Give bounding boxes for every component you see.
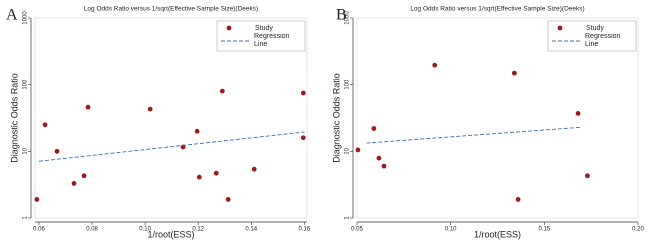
study-point [575,111,581,116]
study-point [219,88,225,94]
study-point [511,70,517,76]
x-axis-label: 1/root(ESS) [147,229,194,239]
study-point [355,147,361,153]
panel-label: B [336,7,347,24]
study-point [180,144,186,150]
y-tick-label: 100 [345,79,351,90]
study-point [42,122,48,128]
x-tick-label: 0.06 [33,227,45,233]
study-point [225,197,231,202]
study-point [300,135,306,141]
legend-text-box: Regression Line [254,33,290,48]
x-axis-label: 1/root(ESS) [474,229,521,239]
y-tick-label: 10 [23,147,29,154]
study-point [54,148,60,154]
legend-text: Regression Line [585,33,621,48]
legend-text: Study [586,25,604,32]
study-point [300,90,306,96]
study-point [194,128,200,134]
x-tick-label: 0.05 [351,227,363,233]
study-point [376,155,382,161]
x-tick-label: 0.14 [245,227,257,233]
chart-title: Log Odds Ratio versus 1/sqrt(Effective S… [410,6,584,13]
x-tick-label: 0.16 [299,227,311,233]
study-point [515,197,521,202]
y-tick-label: 1000 [23,11,29,25]
legend-marker [226,25,232,31]
study-point [371,126,377,131]
regression-line [366,126,582,144]
legend-text: Study [255,25,273,32]
panel-label: A [6,7,18,24]
y-tick-label: 1 [23,216,29,220]
study-point [71,181,77,186]
y-axis-label: Diagnostic Odds Ratio [9,73,19,163]
study-point [432,62,438,68]
y-tick-label: 1000 [345,11,351,25]
legend-text: Regression Line [254,33,290,48]
y-tick-label: 1 [345,216,351,220]
legend-box [547,20,637,52]
legend-box [216,20,306,52]
y-tick-label: 10 [345,147,351,154]
x-tick-label: 0.12 [192,227,204,233]
y-tick-label: 100 [23,79,29,90]
x-tick-label: 0.10 [445,227,457,233]
x-tick-label: 0.20 [632,227,644,233]
study-point [585,173,590,179]
x-tick-label: 0.08 [86,227,98,233]
study-point [34,197,40,202]
regression-line [38,131,305,162]
study-point [147,106,153,112]
study-point [81,173,87,179]
legend-marker [557,25,563,31]
study-point [251,166,257,172]
x-tick-label: 0.15 [538,227,550,233]
study-point [196,174,202,180]
x-tick-label: 0.10 [139,227,151,233]
plot-frame [34,17,308,219]
study-point [213,170,219,176]
plot-frame [356,17,639,219]
legend-text-box: Regression Line [585,33,621,48]
chart-title: Log Odds Ratio versus 1/sqrt(Effective S… [84,6,258,13]
study-point [381,163,387,169]
y-axis-label: Diagnostic Odds Ratio [331,73,341,163]
study-point [85,104,91,110]
